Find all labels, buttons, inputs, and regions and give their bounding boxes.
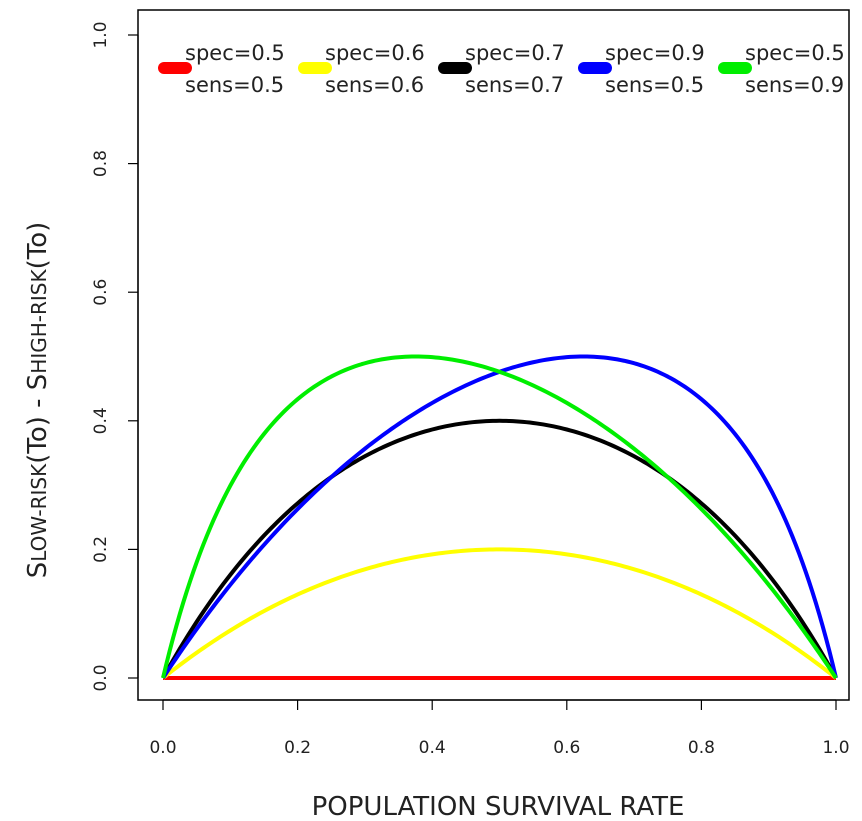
y-axis-title-sub1: LOW-RISK bbox=[27, 463, 51, 562]
y-axis: 0.0 0.2 0.4 0.6 0.8 1.0 bbox=[91, 21, 139, 692]
y-tick-label: 0.6 bbox=[91, 279, 111, 306]
legend-spec-label: spec=0.9 bbox=[605, 41, 705, 65]
y-tick-label: 0.0 bbox=[91, 664, 111, 691]
x-tick-label: 0.4 bbox=[419, 738, 446, 758]
x-axis-title: POPULATION SURVIVAL RATE bbox=[312, 792, 685, 821]
legend-sens-label: sens=0.9 bbox=[745, 73, 844, 97]
y-tick-label: 0.4 bbox=[91, 407, 111, 434]
plot-lines bbox=[161, 354, 838, 680]
y-tick-label: 1.0 bbox=[91, 21, 111, 48]
y-axis-title-mid: (To) - S bbox=[23, 374, 53, 464]
y-axis-title-end: (To) bbox=[23, 222, 53, 270]
series-line-5 bbox=[161, 354, 838, 680]
x-axis: 0.0 0.2 0.4 0.6 0.8 1.0 bbox=[149, 699, 850, 758]
x-tick-label: 0.0 bbox=[149, 738, 176, 758]
series-line-2 bbox=[161, 547, 838, 680]
legend-spec-label: spec=0.6 bbox=[325, 41, 425, 65]
y-axis-title-sub2: HIGH-RISK bbox=[27, 269, 51, 374]
legend-spec-label: spec=0.5 bbox=[745, 41, 845, 65]
y-tick-label: 0.2 bbox=[91, 536, 111, 563]
x-tick-label: 0.2 bbox=[284, 738, 311, 758]
legend-sens-label: sens=0.6 bbox=[325, 73, 424, 97]
x-tick-label: 0.6 bbox=[553, 738, 580, 758]
plot-frame bbox=[137, 9, 850, 701]
legend: spec=0.5 sens=0.5 spec=0.6 sens=0.6 spec=0.7… bbox=[158, 41, 845, 97]
y-tick-label: 0.8 bbox=[91, 150, 111, 177]
series-line-3 bbox=[161, 418, 838, 679]
x-tick-label: 0.8 bbox=[688, 738, 715, 758]
legend-spec-label: spec=0.5 bbox=[185, 41, 285, 65]
legend-sens-label: sens=0.5 bbox=[605, 73, 704, 97]
x-tick-label: 1.0 bbox=[822, 738, 849, 758]
legend-sens-label: sens=0.7 bbox=[465, 73, 564, 97]
y-axis-title-s1: S bbox=[23, 562, 53, 579]
y-axis-title: SLOW-RISK(To) - SHIGH-RISK(To) bbox=[23, 222, 53, 579]
legend-spec-label: spec=0.7 bbox=[465, 41, 565, 65]
series-line-4 bbox=[161, 354, 838, 680]
legend-sens-label: sens=0.5 bbox=[185, 73, 284, 97]
